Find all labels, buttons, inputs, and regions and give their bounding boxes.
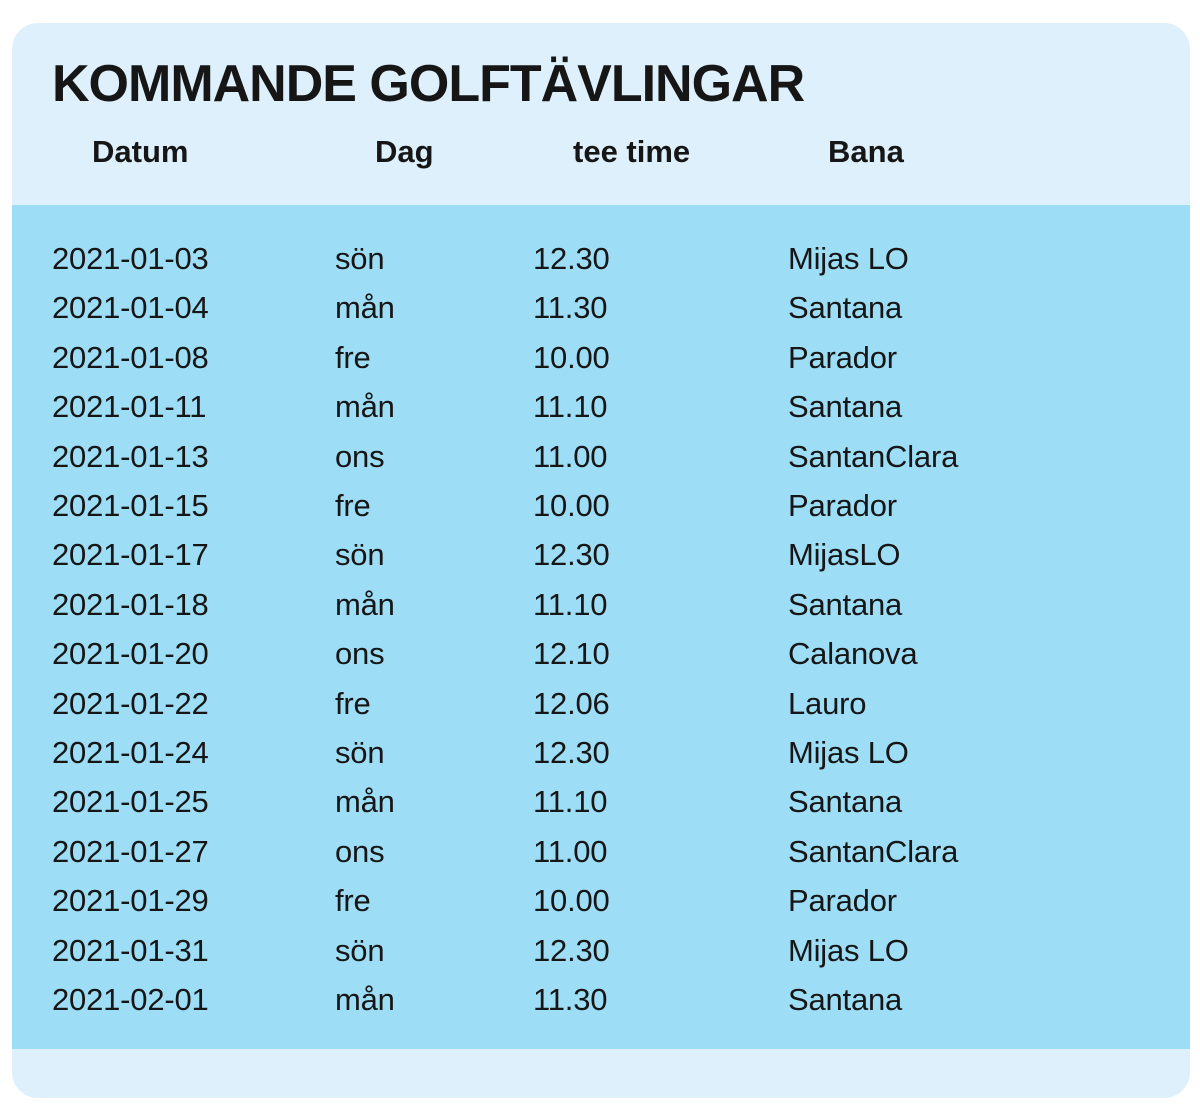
table-row: 2021-01-25 mån 11.10 Santana (12, 777, 1190, 826)
date-cell: 2021-01-17 (52, 537, 209, 573)
table-row: 2021-01-15 fre 10.00 Parador (12, 481, 1190, 530)
day-cell: ons (335, 833, 385, 869)
tee-time-cell: 11.30 (533, 290, 608, 326)
tee-time-cell: 11.30 (533, 982, 608, 1018)
tee-time-cell: 10.00 (533, 883, 610, 919)
tee-time-cell: 12.30 (533, 932, 610, 968)
date-cell: 2021-01-22 (52, 685, 209, 721)
date-cell: 2021-01-11 (52, 389, 207, 425)
course-cell: Mijas LO (788, 932, 909, 968)
column-header-datum: Datum (92, 134, 189, 169)
table-row: 2021-01-17 sön 12.30 MijasLO (12, 530, 1190, 579)
tee-time-cell: 10.00 (533, 339, 610, 375)
course-cell: Santana (788, 290, 903, 326)
day-cell: mån (335, 982, 395, 1018)
table-row: 2021-01-20 ons 12.10 Calanova (12, 629, 1190, 678)
tee-time-cell: 11.10 (533, 784, 608, 820)
table-row: 2021-01-04 mån 11.30 Santana (12, 283, 1190, 332)
upcoming-competitions-card: KOMMANDE GOLFTÄVLINGAR Datum Dag tee time B… (12, 23, 1190, 1098)
date-cell: 2021-01-24 (52, 735, 209, 771)
table-row: 2021-01-13 ons 11.00 SantanClara (12, 432, 1190, 481)
course-cell: Lauro (788, 685, 867, 721)
tee-time-cell: 11.10 (533, 389, 608, 425)
course-cell: Parador (788, 339, 897, 375)
date-cell: 2021-01-31 (52, 932, 209, 968)
column-header-bana: Bana (828, 134, 904, 169)
table-row: 2021-01-27 ons 11.00 SantanClara (12, 827, 1190, 876)
table-row: 2021-01-11 mån 11.10 Santana (12, 382, 1190, 431)
day-cell: fre (335, 339, 371, 375)
course-cell: Calanova (788, 636, 918, 672)
tee-time-cell: 11.10 (533, 586, 608, 622)
tee-time-cell: 12.30 (533, 537, 610, 573)
date-cell: 2021-01-25 (52, 784, 209, 820)
day-cell: fre (335, 685, 371, 721)
date-cell: 2021-02-01 (52, 982, 209, 1018)
day-cell: mån (335, 290, 395, 326)
date-cell: 2021-01-13 (52, 438, 209, 474)
table-row: 2021-01-03 sön 12.30 Mijas LO (12, 234, 1190, 283)
table-row: 2021-01-08 fre 10.00 Parador (12, 333, 1190, 382)
table-row: 2021-01-22 fre 12.06 Lauro (12, 679, 1190, 728)
day-cell: sön (335, 735, 385, 771)
date-cell: 2021-01-15 (52, 488, 209, 524)
page-title: KOMMANDE GOLFTÄVLINGAR (52, 55, 805, 113)
course-cell: Parador (788, 883, 897, 919)
table-body: 2021-01-03 sön 12.30 Mijas LO 2021-01-04 mån 1… (12, 205, 1190, 1049)
course-cell: Mijas LO (788, 735, 909, 771)
tee-time-cell: 11.00 (533, 438, 608, 474)
day-cell: fre (335, 488, 371, 524)
course-cell: Parador (788, 488, 897, 524)
course-cell: SantanClara (788, 833, 959, 869)
date-cell: 2021-01-27 (52, 833, 209, 869)
tee-time-cell: 12.30 (533, 735, 610, 771)
course-cell: Santana (788, 389, 903, 425)
tee-time-cell: 12.10 (533, 636, 610, 672)
tee-time-cell: 12.06 (533, 685, 610, 721)
day-cell: sön (335, 932, 385, 968)
column-header-dag: Dag (375, 134, 434, 169)
day-cell: ons (335, 636, 385, 672)
day-cell: mån (335, 784, 395, 820)
course-cell: Mijas LO (788, 241, 909, 276)
day-cell: mån (335, 586, 395, 622)
day-cell: sön (335, 537, 385, 573)
course-cell: Santana (788, 586, 903, 622)
day-cell: sön (335, 241, 385, 276)
course-cell: Santana (788, 982, 903, 1018)
table-row: 2021-01-31 sön 12.30 Mijas LO (12, 926, 1190, 975)
date-cell: 2021-01-04 (52, 290, 209, 326)
column-header-tee-time: tee time (573, 134, 691, 169)
table-row: 2021-02-01 mån 11.30 Santana (12, 975, 1190, 1024)
course-cell: Santana (788, 784, 903, 820)
table-row: 2021-01-29 fre 10.00 Parador (12, 876, 1190, 925)
card-header: KOMMANDE GOLFTÄVLINGAR Datum Dag tee time B… (12, 23, 1190, 205)
course-cell: SantanClara (788, 438, 959, 474)
table-row: 2021-01-24 sön 12.30 Mijas LO (12, 728, 1190, 777)
date-cell: 2021-01-03 (52, 241, 209, 276)
date-cell: 2021-01-29 (52, 883, 209, 919)
tee-time-cell: 10.00 (533, 488, 610, 524)
tee-time-cell: 12.30 (533, 241, 610, 276)
date-cell: 2021-01-20 (52, 636, 209, 672)
day-cell: mån (335, 389, 395, 425)
tee-time-cell: 11.00 (533, 833, 608, 869)
table-column-headers: Datum Dag tee time Bana (52, 129, 1190, 175)
day-cell: ons (335, 438, 385, 474)
course-cell: MijasLO (788, 537, 901, 573)
day-cell: fre (335, 883, 371, 919)
table-row: 2021-01-18 mån 11.10 Santana (12, 580, 1190, 629)
date-cell: 2021-01-08 (52, 339, 209, 375)
date-cell: 2021-01-18 (52, 586, 209, 622)
